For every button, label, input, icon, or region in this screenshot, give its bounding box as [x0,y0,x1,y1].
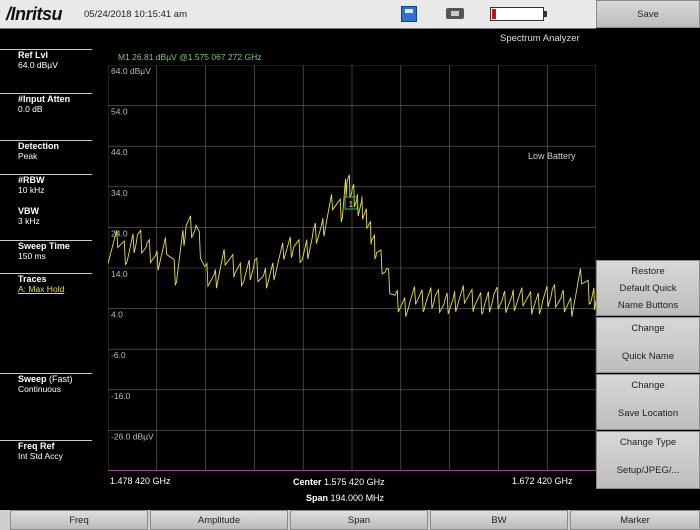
graph-grid [108,65,596,471]
param-detection[interactable]: Detection Peak [0,140,92,161]
param-label: VBW [18,206,39,216]
battery-icon [490,7,547,21]
spectrum-graph[interactable]: 64.0 dBµV 54.0 44.0 34.0 24.0 14.0 4.0 -6.0 -16.… [108,65,596,471]
y-tick-label: 4.0 [111,310,123,320]
param-value: Continuous [18,384,62,394]
y-tick-label: -6.0 [111,350,126,360]
change-type-setup-button[interactable]: Change Type Setup/JPEG/... [596,431,700,489]
softkey-line3: Quick Name [621,351,675,362]
tab-bw[interactable]: BW [430,510,568,530]
y-tick-label: 14.0 [111,269,128,279]
softkey-line2 [597,338,699,348]
sweep-label: Sweep [18,374,47,384]
tab-amplitude[interactable]: Amplitude [150,510,288,530]
param-label: Sweep (Fast) [18,374,92,384]
param-value: Int Std Accy [18,451,63,461]
param-value: 0.0 dB [18,104,43,114]
param-label: Ref Lvl [18,50,49,60]
softkey-line1: Change Type [619,437,677,448]
tab-freq[interactable]: Freq [10,510,148,530]
softkey-line2 [597,452,699,462]
param-value: 64.0 dBµV [18,60,58,70]
param-value: 3 kHz [18,216,40,226]
low-battery-warning: Low Battery [528,151,576,161]
param-ref-level[interactable]: Ref Lvl 64.0 dBµV [0,49,92,70]
span-readout: Span 194.000 MHz [306,493,384,503]
save-button[interactable]: Save [596,0,700,28]
softkey-line1: Restore [631,266,665,277]
param-label: Sweep Time [18,241,70,251]
param-label: #Input Atten [18,94,71,104]
softkey-line1: Change [631,380,665,391]
span-label: Span [306,493,329,503]
save-button-label: Save [637,9,659,20]
param-sweep-time[interactable]: Sweep Time 150 ms [0,240,92,261]
top-status-bar: /Inritsu 05/24/2018 10:15:41 am [0,0,596,29]
param-label: Freq Ref [18,441,55,451]
param-label: Detection [18,141,60,151]
param-rbw[interactable]: #RBW 10 kHz [0,174,92,195]
softkey-line2: Default Quick [619,283,677,294]
stop-frequency: 1.672 420 GHz [512,476,573,486]
y-tick-label: 64.0 dBµV [111,66,151,76]
sweep-mode-extra: (Fast) [49,374,73,384]
datetime-text: 05/24/2018 10:15:41 am [84,9,188,20]
y-tick-label: -26.0 dBµV [111,431,154,441]
param-traces[interactable]: Traces A: Max Hold [0,273,92,294]
anritsu-logo: /Inritsu [6,4,63,24]
marker-1: 1 [344,196,358,210]
marker-flag-label: 1 [349,200,354,209]
param-value: 150 ms [18,251,46,261]
mode-label: Spectrum Analyzer [500,33,580,44]
bottom-tab-bar: Freq Amplitude Span BW Marker [0,510,700,530]
marker-box [344,196,358,210]
softkey-line1: Change [631,323,665,334]
change-save-location-button[interactable]: Change Save Location [596,374,700,430]
y-tick-label: 54.0 [111,107,128,117]
param-value: 10 kHz [18,185,45,195]
tab-span[interactable]: Span [290,510,428,530]
y-tick-label: 34.0 [111,188,128,198]
marker-readout: M1 26.81 dBµV @1.575 067 272 GHz [118,52,262,62]
param-value: Peak [18,151,38,161]
center-label: Center [293,477,322,487]
parameter-panel: Ref Lvl 64.0 dBµV #Input Atten 0.0 dB De… [0,28,106,508]
start-frequency: 1.478 420 GHz [110,476,171,486]
param-sweep[interactable]: Sweep (Fast) Continuous [0,373,92,394]
param-label: Traces [18,274,47,284]
center-frequency: Center 1.575 420 GHz [293,477,385,487]
y-tick-label: 24.0 [111,228,128,238]
y-axis-labels: 64.0 dBµV 54.0 44.0 34.0 24.0 14.0 4.0 -6.0 -16.… [111,66,154,441]
span-value: 194.000 MHz [330,493,385,503]
spectrum-plot: 64.0 dBµV 54.0 44.0 34.0 24.0 14.0 4.0 -6.0 -16.… [108,65,596,471]
param-label: #RBW [18,175,45,185]
param-input-atten[interactable]: #Input Atten 0.0 dB [0,93,92,114]
param-vbw[interactable]: VBW 3 kHz [0,206,92,226]
y-tick-label: 44.0 [111,147,128,157]
usb-device-icon [446,8,464,19]
change-quick-name-button[interactable]: Change Quick Name [596,317,700,373]
softkey-line3: Setup/JPEG/... [616,465,680,476]
param-value: A: Max Hold [18,284,65,294]
center-value: 1.575 420 GHz [324,477,385,487]
floppy-disk-icon [401,6,417,22]
restore-default-quick-name-button[interactable]: Restore Default Quick Name Buttons [596,260,700,316]
tab-marker[interactable]: Marker [570,510,700,530]
param-freq-ref[interactable]: Freq Ref Int Std Accy [0,440,92,461]
softkey-line3: Save Location [617,408,679,419]
softkey-line2 [597,395,699,405]
softkey-line3: Name Buttons [617,300,679,311]
y-tick-label: -16.0 [111,391,131,401]
